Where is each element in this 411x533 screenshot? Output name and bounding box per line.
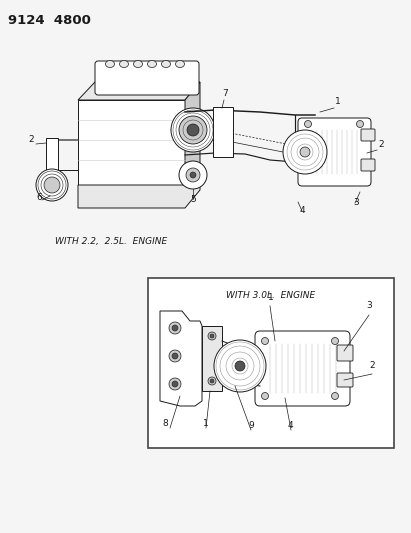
Circle shape bbox=[332, 392, 339, 400]
Circle shape bbox=[36, 169, 68, 201]
Ellipse shape bbox=[134, 61, 143, 68]
Circle shape bbox=[208, 377, 216, 385]
Circle shape bbox=[300, 147, 310, 157]
FancyBboxPatch shape bbox=[361, 159, 375, 171]
Ellipse shape bbox=[106, 61, 115, 68]
Circle shape bbox=[356, 120, 363, 127]
Circle shape bbox=[210, 334, 214, 338]
FancyBboxPatch shape bbox=[337, 373, 353, 387]
Circle shape bbox=[169, 350, 181, 362]
Text: 8: 8 bbox=[162, 419, 168, 428]
Text: 5: 5 bbox=[190, 195, 196, 204]
Polygon shape bbox=[78, 168, 200, 208]
Text: 2: 2 bbox=[28, 135, 34, 144]
Circle shape bbox=[261, 337, 268, 344]
FancyBboxPatch shape bbox=[255, 331, 350, 406]
FancyBboxPatch shape bbox=[95, 61, 199, 95]
Text: 1: 1 bbox=[203, 419, 209, 428]
Text: 9: 9 bbox=[248, 421, 254, 430]
Circle shape bbox=[210, 379, 214, 383]
Text: 4: 4 bbox=[288, 421, 293, 430]
Circle shape bbox=[172, 381, 178, 387]
Circle shape bbox=[283, 130, 327, 174]
Circle shape bbox=[169, 322, 181, 334]
FancyBboxPatch shape bbox=[337, 345, 353, 361]
Circle shape bbox=[179, 161, 207, 189]
Text: 3: 3 bbox=[353, 198, 359, 207]
Text: 3: 3 bbox=[366, 301, 372, 310]
Ellipse shape bbox=[120, 61, 129, 68]
Circle shape bbox=[171, 108, 215, 152]
Polygon shape bbox=[160, 311, 202, 406]
Circle shape bbox=[187, 124, 199, 136]
Text: 9124  4800: 9124 4800 bbox=[8, 14, 91, 27]
FancyBboxPatch shape bbox=[298, 118, 371, 186]
Circle shape bbox=[190, 172, 196, 178]
Ellipse shape bbox=[148, 61, 157, 68]
Text: 1: 1 bbox=[335, 97, 341, 106]
Bar bbox=[46, 138, 58, 173]
Polygon shape bbox=[78, 100, 185, 185]
Circle shape bbox=[261, 392, 268, 400]
Circle shape bbox=[235, 361, 245, 371]
Bar bbox=[202, 326, 222, 391]
Circle shape bbox=[332, 337, 339, 344]
Text: WITH 2.2,  2.5L.  ENGINE: WITH 2.2, 2.5L. ENGINE bbox=[55, 237, 167, 246]
Text: 2: 2 bbox=[369, 361, 374, 370]
Text: 4: 4 bbox=[300, 206, 306, 215]
Circle shape bbox=[169, 378, 181, 390]
Ellipse shape bbox=[175, 61, 185, 68]
Bar bbox=[213, 107, 233, 157]
Ellipse shape bbox=[162, 61, 171, 68]
Circle shape bbox=[186, 168, 200, 182]
Circle shape bbox=[179, 116, 207, 144]
Bar bbox=[148, 278, 394, 448]
Polygon shape bbox=[185, 82, 200, 185]
Circle shape bbox=[208, 332, 216, 340]
Text: 7: 7 bbox=[222, 89, 228, 98]
FancyBboxPatch shape bbox=[361, 129, 375, 141]
Text: 1: 1 bbox=[268, 293, 274, 302]
Circle shape bbox=[172, 353, 178, 359]
Text: 6: 6 bbox=[36, 193, 42, 202]
Circle shape bbox=[214, 340, 266, 392]
Circle shape bbox=[172, 325, 178, 331]
Text: 2: 2 bbox=[378, 140, 383, 149]
Polygon shape bbox=[78, 82, 200, 100]
Circle shape bbox=[44, 177, 60, 193]
Text: WITH 3.0L.  ENGINE: WITH 3.0L. ENGINE bbox=[226, 291, 316, 300]
Circle shape bbox=[305, 120, 312, 127]
